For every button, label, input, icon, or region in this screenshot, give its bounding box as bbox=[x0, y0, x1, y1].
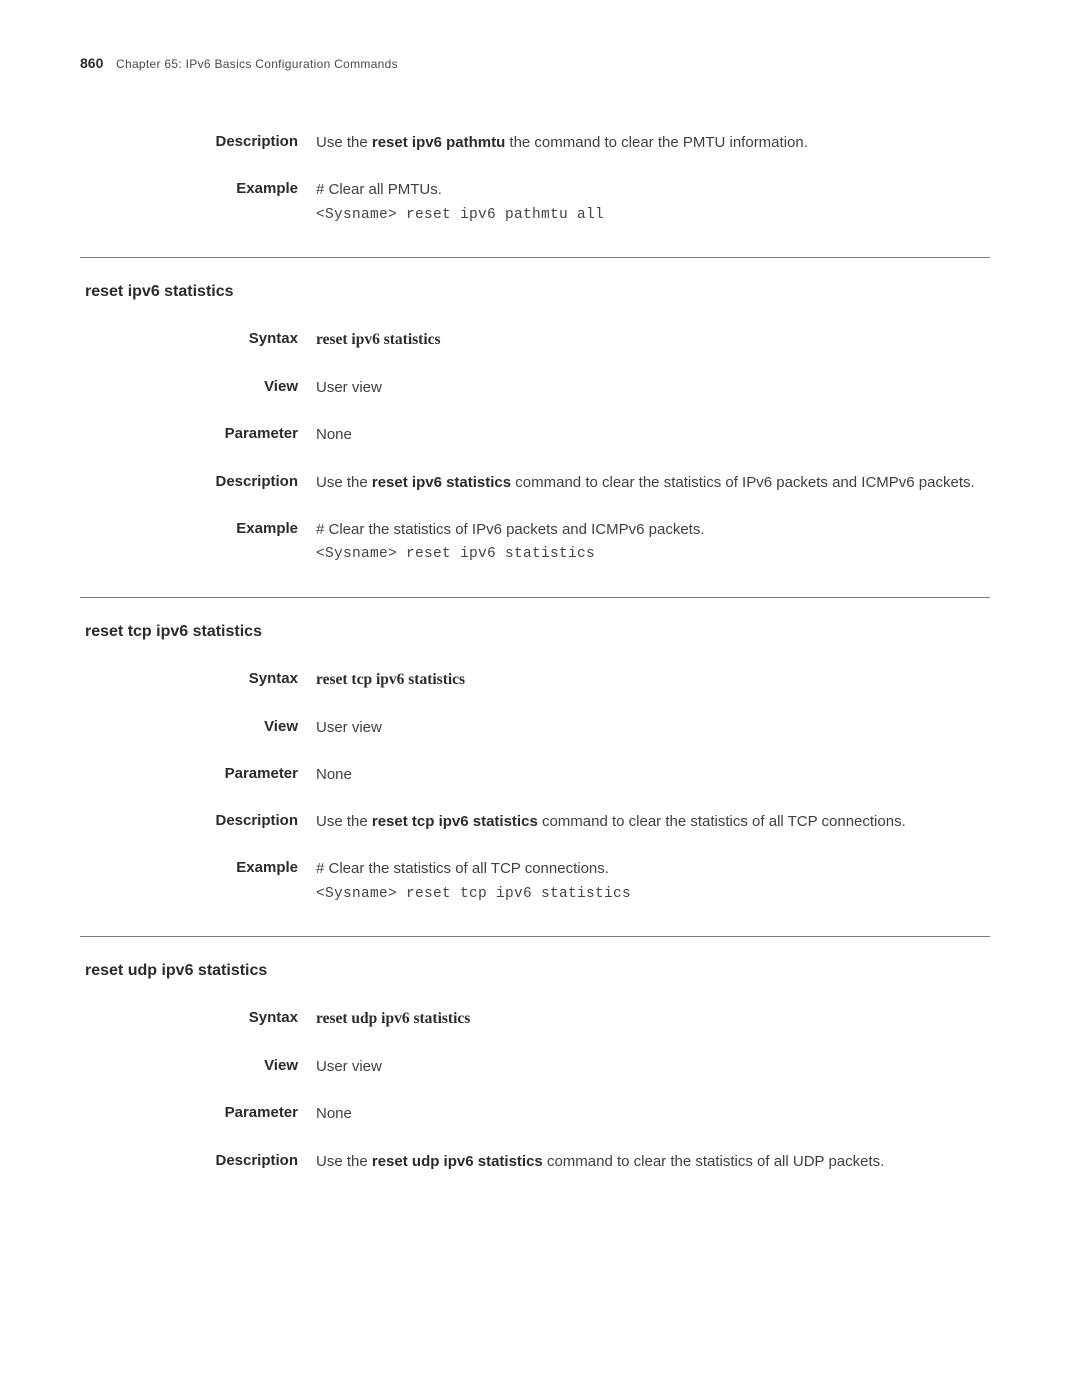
label-view: View bbox=[80, 1055, 316, 1078]
parameter-row: Parameter None bbox=[80, 763, 990, 786]
example-content: # Clear the statistics of IPv6 packets a… bbox=[316, 518, 990, 569]
page-header: 860 Chapter 65: IPv6 Basics Configuratio… bbox=[80, 55, 990, 71]
intro-example-content: # Clear all PMTUs. <Sysname> reset ipv6 … bbox=[316, 178, 990, 229]
desc-suffix: command to clear the statistics of all U… bbox=[543, 1153, 885, 1170]
label-example: Example bbox=[80, 518, 316, 569]
desc-prefix: Use the bbox=[316, 474, 372, 491]
description-row: Description Use the reset ipv6 statistic… bbox=[80, 471, 990, 494]
command-section: reset udp ipv6 statistics Syntax reset u… bbox=[80, 936, 990, 1173]
syntax-value: reset tcp ipv6 statistics bbox=[316, 668, 990, 692]
section-title: reset ipv6 statistics bbox=[80, 280, 234, 304]
description-row: Description Use the reset udp ipv6 stati… bbox=[80, 1150, 990, 1173]
description-row: Description Use the reset tcp ipv6 stati… bbox=[80, 810, 990, 833]
example-text: # Clear the statistics of all TCP connec… bbox=[316, 857, 990, 880]
desc-prefix: Use the bbox=[316, 1153, 372, 1170]
section-title: reset tcp ipv6 statistics bbox=[80, 620, 262, 644]
description-value: Use the reset ipv6 statistics command to… bbox=[316, 471, 990, 494]
desc-bold: reset ipv6 statistics bbox=[372, 474, 511, 491]
intro-example-cmd: <Sysname> reset ipv6 pathmtu all bbox=[316, 202, 990, 230]
section-title-row: reset ipv6 statistics bbox=[80, 280, 990, 304]
label-description: Description bbox=[80, 1150, 316, 1173]
description-value: Use the reset tcp ipv6 statistics comman… bbox=[316, 810, 990, 833]
example-content: # Clear the statistics of all TCP connec… bbox=[316, 857, 990, 908]
section-divider bbox=[80, 597, 990, 598]
parameter-row: Parameter None bbox=[80, 423, 990, 446]
label-parameter: Parameter bbox=[80, 1102, 316, 1125]
label-syntax: Syntax bbox=[80, 668, 316, 692]
section-title: reset udp ipv6 statistics bbox=[80, 959, 267, 983]
label-description: Description bbox=[80, 471, 316, 494]
parameter-value: None bbox=[316, 763, 990, 786]
command-section: reset tcp ipv6 statistics Syntax reset t… bbox=[80, 597, 990, 909]
desc-prefix: Use the bbox=[316, 813, 372, 830]
syntax-row: Syntax reset tcp ipv6 statistics bbox=[80, 668, 990, 692]
section-divider bbox=[80, 936, 990, 937]
intro-description-row: Description Use the reset ipv6 pathmtu t… bbox=[80, 131, 990, 154]
section-title-row: reset udp ipv6 statistics bbox=[80, 959, 990, 983]
label-syntax: Syntax bbox=[80, 1007, 316, 1031]
example-row: Example # Clear the statistics of IPv6 p… bbox=[80, 518, 990, 569]
section-title-row: reset tcp ipv6 statistics bbox=[80, 620, 990, 644]
example-cmd: <Sysname> reset tcp ipv6 statistics bbox=[316, 881, 990, 909]
intro-example-row: Example # Clear all PMTUs. <Sysname> res… bbox=[80, 178, 990, 229]
example-row: Example # Clear the statistics of all TC… bbox=[80, 857, 990, 908]
syntax-row: Syntax reset ipv6 statistics bbox=[80, 328, 990, 352]
syntax-row: Syntax reset udp ipv6 statistics bbox=[80, 1007, 990, 1031]
intro-description-text: Use the reset ipv6 pathmtu the command t… bbox=[316, 131, 990, 154]
chapter-title: Chapter 65: IPv6 Basics Configuration Co… bbox=[116, 57, 398, 71]
view-value: User view bbox=[316, 376, 990, 399]
syntax-value: reset udp ipv6 statistics bbox=[316, 1007, 990, 1031]
intro-desc-prefix: Use the bbox=[316, 134, 372, 151]
intro-example-text: # Clear all PMTUs. bbox=[316, 178, 990, 201]
label-example: Example bbox=[80, 857, 316, 908]
desc-suffix: command to clear the statistics of all T… bbox=[538, 813, 906, 830]
view-value: User view bbox=[316, 1055, 990, 1078]
page-number: 860 bbox=[80, 55, 116, 71]
parameter-value: None bbox=[316, 1102, 990, 1125]
label-syntax: Syntax bbox=[80, 328, 316, 352]
section-divider bbox=[80, 257, 990, 258]
view-row: View User view bbox=[80, 716, 990, 739]
view-value: User view bbox=[316, 716, 990, 739]
label-parameter: Parameter bbox=[80, 763, 316, 786]
label-description: Description bbox=[80, 810, 316, 833]
intro-desc-suffix: the command to clear the PMTU informatio… bbox=[505, 134, 808, 151]
desc-bold: reset tcp ipv6 statistics bbox=[372, 813, 538, 830]
label-view: View bbox=[80, 716, 316, 739]
label-parameter: Parameter bbox=[80, 423, 316, 446]
parameter-value: None bbox=[316, 423, 990, 446]
description-value: Use the reset udp ipv6 statistics comman… bbox=[316, 1150, 990, 1173]
view-row: View User view bbox=[80, 1055, 990, 1078]
label-view: View bbox=[80, 376, 316, 399]
intro-desc-bold: reset ipv6 pathmtu bbox=[372, 134, 505, 151]
desc-suffix: command to clear the statistics of IPv6 … bbox=[511, 474, 975, 491]
example-text: # Clear the statistics of IPv6 packets a… bbox=[316, 518, 990, 541]
desc-bold: reset udp ipv6 statistics bbox=[372, 1153, 543, 1170]
example-cmd: <Sysname> reset ipv6 statistics bbox=[316, 541, 990, 569]
command-section: reset ipv6 statistics Syntax reset ipv6 … bbox=[80, 257, 990, 569]
label-example: Example bbox=[80, 178, 316, 229]
parameter-row: Parameter None bbox=[80, 1102, 990, 1125]
view-row: View User view bbox=[80, 376, 990, 399]
label-description: Description bbox=[80, 131, 316, 154]
syntax-value: reset ipv6 statistics bbox=[316, 328, 990, 352]
